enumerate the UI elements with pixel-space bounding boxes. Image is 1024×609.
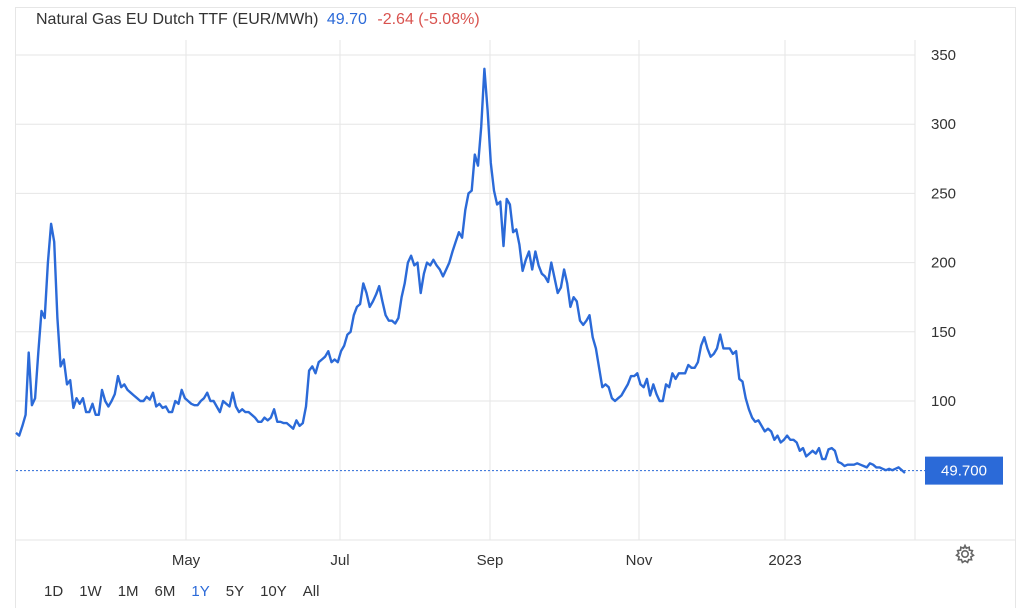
- y-tick-label: 100: [931, 393, 956, 410]
- y-tick-label: 300: [931, 116, 956, 133]
- x-axis: May Jul Sep Nov 2023: [172, 552, 802, 569]
- range-selector: 1D 1W 1M 6M 1Y 5Y 10Y All: [36, 582, 327, 602]
- range-button-10y[interactable]: 10Y: [260, 583, 287, 600]
- y-tick-label: 200: [931, 255, 956, 272]
- range-button-1w[interactable]: 1W: [79, 583, 102, 600]
- x-tick-label: Sep: [477, 552, 504, 569]
- y-tick-label: 150: [931, 324, 956, 341]
- current-price-label: 49.700: [925, 456, 1003, 485]
- x-tick-label: May: [172, 552, 201, 569]
- y-axis: 100 150 200 250 300 350: [931, 47, 956, 410]
- chart-frame: [15, 7, 1016, 608]
- range-button-1m[interactable]: 1M: [117, 583, 139, 600]
- current-price: 49.70: [326, 11, 367, 28]
- current-price-label-bg: [925, 456, 1003, 485]
- grid-lines: [16, 40, 1015, 541]
- range-button-6m[interactable]: 6M: [154, 583, 176, 600]
- y-tick-label: 250: [931, 185, 956, 202]
- range-button-all[interactable]: All: [302, 583, 320, 600]
- current-price-label-text: 49.700: [941, 463, 987, 480]
- y-tick-label: 350: [931, 47, 956, 64]
- range-button-5y[interactable]: 5Y: [225, 583, 245, 600]
- x-tick-label: Jul: [330, 552, 349, 569]
- x-tick-label: Nov: [626, 552, 653, 569]
- gear-icon[interactable]: [954, 543, 976, 565]
- instrument-title: Natural Gas EU Dutch TTF (EUR/MWh): [36, 11, 319, 28]
- x-tick-label: 2023: [768, 552, 801, 569]
- price-change: -2.64 (-5.08%): [377, 11, 480, 28]
- range-button-1y[interactable]: 1Y: [191, 583, 210, 600]
- series-line: [15, 67, 906, 474]
- range-button-1d[interactable]: 1D: [44, 583, 64, 600]
- chart-header: Natural Gas EU Dutch TTF (EUR/MWh) 49.70…: [36, 11, 480, 29]
